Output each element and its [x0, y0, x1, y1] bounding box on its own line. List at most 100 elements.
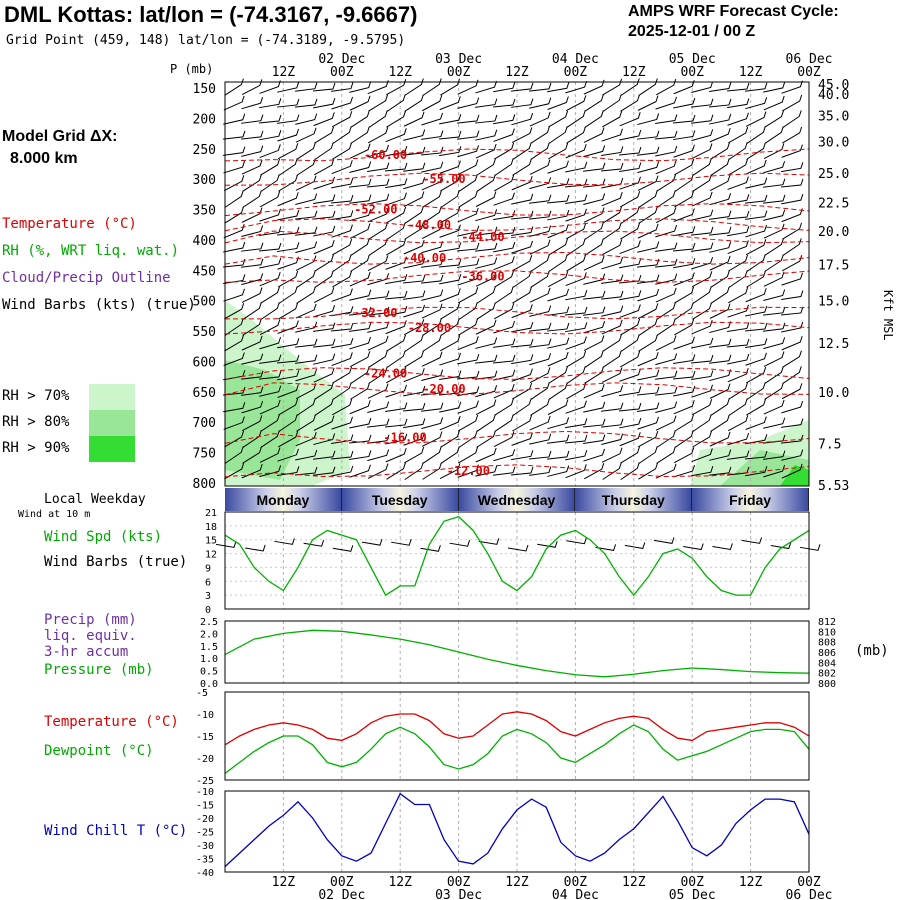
wind-barb	[242, 318, 262, 336]
legend-rh90-label: RH > 90%	[2, 440, 70, 456]
temperature-tick: -5	[196, 688, 208, 699]
wind-barb	[512, 158, 532, 176]
label-wind-speed: Wind Spd (kts)	[44, 529, 163, 545]
wind-barb	[780, 178, 804, 188]
legend-temperature: Temperature (°C)	[2, 216, 137, 232]
wind-barb	[511, 113, 534, 126]
surface-wind-barb	[712, 543, 733, 551]
wind-barb	[637, 369, 660, 381]
wind-barb	[764, 366, 784, 384]
top-p-label: P (mb)	[170, 62, 213, 76]
wind-barb	[727, 353, 750, 365]
wind-barb	[746, 254, 766, 273]
wind-barb	[331, 322, 354, 332]
wind-barb	[259, 144, 281, 159]
pressure-tick-label: 250	[193, 143, 216, 158]
wind-barb	[566, 238, 586, 257]
temperature-tick: -25	[196, 776, 214, 787]
wind-barb	[565, 336, 587, 350]
temperature-contour-line	[224, 430, 810, 444]
wind-barb	[529, 466, 552, 476]
wind-barb	[422, 318, 442, 336]
surface-wind-barb	[478, 538, 500, 545]
wind-barb	[763, 351, 785, 367]
wind-barb	[728, 126, 749, 144]
wind-barb	[763, 399, 785, 415]
bottom-hour-label: 12Z	[505, 875, 529, 890]
temperature-contour-label: -16.00	[383, 430, 426, 444]
wind-barb	[763, 322, 786, 332]
pressure-tick: 806	[818, 648, 836, 659]
wind-barb	[727, 322, 750, 333]
wind-barb	[601, 192, 623, 207]
wind-chill-tick: -35	[196, 855, 214, 866]
wind-barb	[494, 286, 514, 305]
wind-barb	[637, 130, 660, 140]
wind-barb	[331, 465, 354, 477]
wind-barb	[277, 81, 300, 93]
wind-barb	[224, 334, 245, 352]
label-wind-chill: Wind Chill T (°C)	[44, 823, 188, 839]
wind-barb	[386, 206, 407, 224]
wind-barb	[710, 158, 730, 177]
label-wind-barbs: Wind Barbs (true)	[44, 554, 188, 570]
surface-wind-barb	[303, 540, 325, 547]
wind-barb	[493, 256, 515, 271]
wind-barb	[260, 302, 280, 321]
wind-barb	[637, 288, 660, 302]
wind-barb	[422, 190, 442, 208]
height-tick-label: 35.0	[818, 109, 849, 124]
wind-barb	[475, 257, 498, 269]
wind-barb	[295, 255, 317, 271]
wind-barb	[421, 303, 443, 319]
wind-barb	[385, 274, 408, 285]
wind-barb	[312, 82, 336, 92]
wind-barb	[728, 398, 748, 417]
wind-barb	[637, 402, 660, 412]
wind-barb	[637, 241, 660, 253]
wind-barb	[601, 256, 624, 270]
surface-wind-barb	[420, 545, 441, 552]
wind-barb	[583, 321, 606, 334]
wind-barb	[457, 400, 479, 414]
wind-barb	[529, 111, 551, 127]
wind-barb	[601, 367, 623, 383]
wind-barb	[241, 335, 263, 351]
wind-barb	[494, 158, 514, 177]
wind-barb	[331, 352, 353, 367]
wind-barb	[457, 130, 480, 140]
wind-barb	[296, 142, 316, 160]
wind-barb	[782, 94, 803, 112]
wind-barb	[637, 146, 660, 156]
wind-barb	[349, 289, 372, 301]
wind-barb	[566, 382, 587, 400]
wind-barb	[566, 110, 586, 129]
bottom-hour-label: 12Z	[622, 875, 646, 890]
wind-barb	[404, 334, 424, 353]
wind-barb	[440, 190, 460, 209]
wind-barb	[548, 238, 568, 256]
wind-barb	[691, 209, 714, 221]
wind-barb	[763, 337, 786, 350]
precip-tick: 0.0	[200, 679, 218, 690]
wind-barb	[368, 366, 388, 384]
wind-barb	[728, 142, 748, 161]
wind-barb	[475, 226, 498, 236]
wind-barb	[655, 96, 677, 110]
wind-barb	[295, 338, 318, 348]
wind-barb	[601, 305, 624, 317]
wind-barb	[620, 222, 641, 240]
wind-barb	[277, 384, 299, 398]
wind-barb	[278, 398, 299, 416]
wind-barb	[421, 95, 443, 112]
wind-barb	[331, 450, 354, 460]
wind-barb	[547, 450, 570, 460]
wind-barb	[313, 210, 336, 220]
wind-barb	[655, 335, 677, 351]
wind-barb	[331, 224, 353, 238]
wind-barb	[781, 383, 803, 400]
wind-barb	[314, 254, 334, 272]
wind-barb	[673, 208, 695, 222]
wind-barb	[709, 369, 732, 382]
wind-barb	[296, 398, 316, 417]
